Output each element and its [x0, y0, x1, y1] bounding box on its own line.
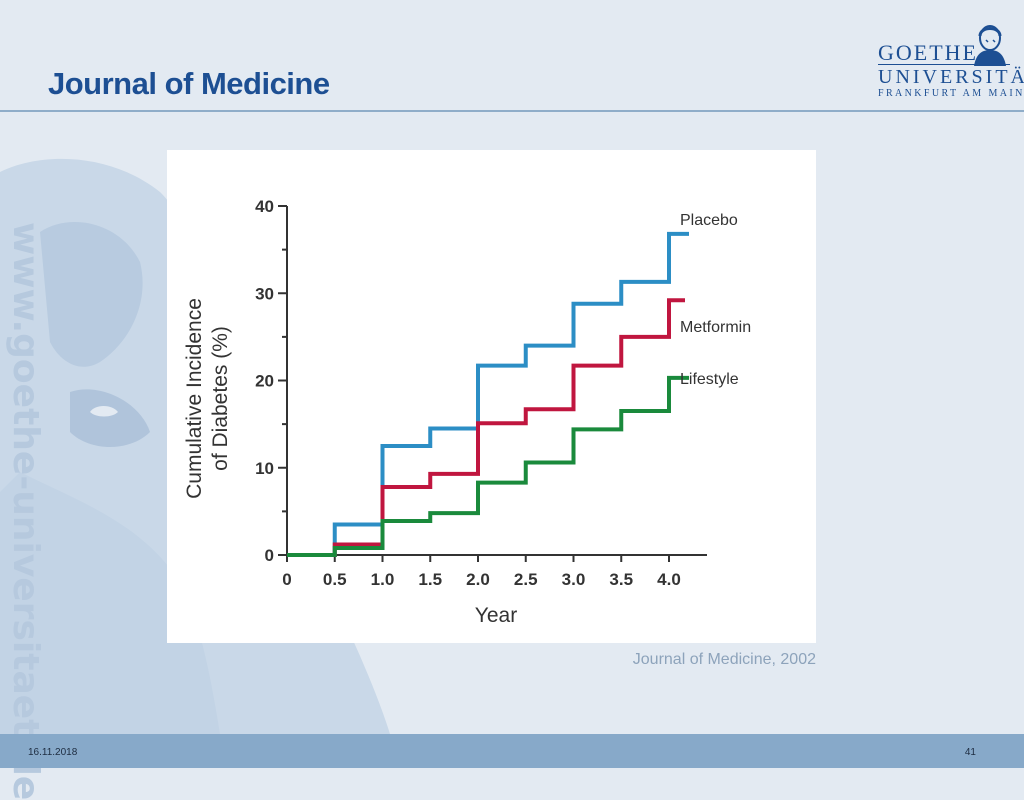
y-axis-title-line: Cumulative Incidence	[183, 298, 206, 499]
chart-panel: 0 10 20 30 40 0 0.5 1.0 1.5 2.0 2.5 3.0 3.5 4.0 Year Cu…	[167, 150, 816, 643]
x-tick-label: 1.5	[418, 570, 442, 589]
series-line-metformin	[287, 298, 685, 557]
series-label-metformin: Metformin	[680, 319, 751, 336]
y-tick-label: 0	[265, 546, 274, 565]
y-axis-title: Cumulative Incidence of Diabetes (%)	[183, 298, 232, 499]
y-tick-label: 20	[255, 372, 274, 391]
diabetes-incidence-chart: 0 10 20 30 40 0 0.5 1.0 1.5 2.0 2.5 3.0 3.5 4.0 Year Cu…	[183, 197, 751, 627]
y-tick-label: 10	[255, 459, 274, 478]
series-line-placebo	[287, 231, 689, 557]
logo-text-universitaet: UNIVERSITÄT	[878, 66, 1024, 88]
university-logo: GOETHE UNIVERSITÄT FRANKFURT AM MAIN	[874, 24, 1024, 104]
y-tick-label: 30	[255, 284, 274, 303]
footer-bar: 16.11.2018 41	[0, 734, 1024, 768]
x-axis-title: Year	[475, 604, 517, 627]
y-tick-label: 40	[255, 197, 274, 216]
series-line-lifestyle	[287, 375, 689, 557]
x-tick-label: 0	[282, 570, 291, 589]
logo-text-goethe: GOETHE	[878, 40, 978, 65]
x-tick-label: 3.0	[562, 570, 586, 589]
source-citation: Journal of Medicine, 2002	[632, 651, 816, 668]
x-tick-label: 0.5	[323, 570, 347, 589]
x-tick-label: 4.0	[657, 570, 681, 589]
title-divider	[0, 110, 1024, 112]
logo-text-city: FRANKFURT AM MAIN	[878, 88, 1024, 99]
footer-date: 16.11.2018	[28, 747, 78, 758]
y-axis-title-line: of Diabetes (%)	[209, 326, 232, 471]
goethe-bust-icon	[974, 25, 1006, 66]
series-label-placebo: Placebo	[680, 212, 738, 229]
x-tick-label: 1.0	[371, 570, 395, 589]
slide-title: Journal of Medicine	[48, 66, 330, 101]
x-tick-label: 3.5	[609, 570, 633, 589]
series-label-lifestyle: Lifestyle	[680, 371, 739, 388]
x-tick-label: 2.0	[466, 570, 490, 589]
page-number: 41	[964, 747, 976, 758]
side-url-watermark: www.goethe-universitaet.de	[5, 222, 46, 800]
x-tick-label: 2.5	[514, 570, 538, 589]
logo-rule	[878, 64, 1010, 65]
